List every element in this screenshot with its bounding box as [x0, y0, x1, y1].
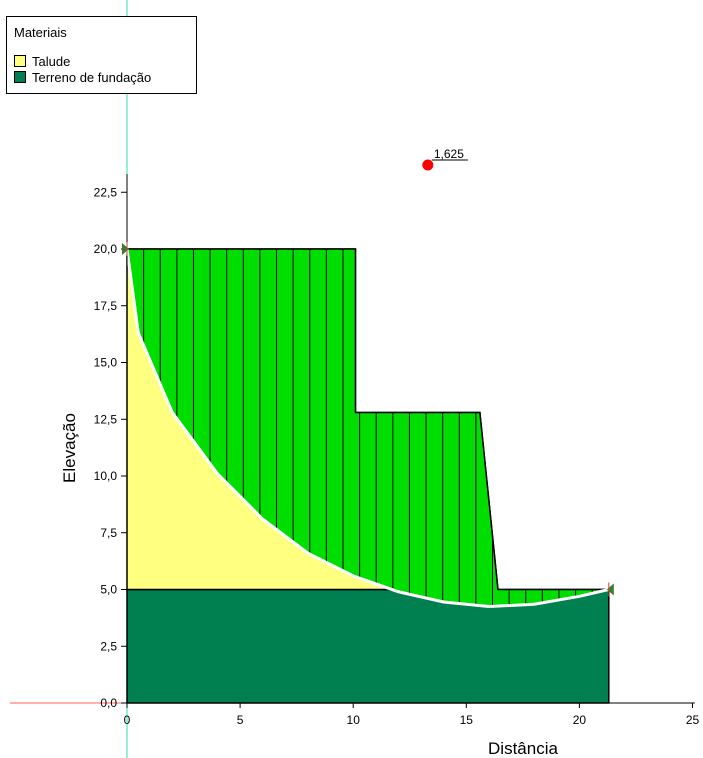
foundation-region: [126, 588, 610, 704]
y-tick-label: 2,5: [100, 639, 117, 653]
slip-points: 1,625: [122, 147, 614, 597]
y-tick-label: 7,5: [100, 526, 117, 540]
y-tick-label: 22,5: [94, 185, 118, 199]
y-tick-label: 20,0: [94, 242, 118, 256]
legend-item-talude: Talude: [14, 53, 70, 69]
legend-title: Materiais: [14, 25, 67, 40]
materials-legend: Materiais Talude Terreno de fundação: [6, 16, 197, 94]
x-tick-label: 10: [347, 713, 361, 727]
slip-surface-curve: [125, 248, 610, 609]
slip-mass-slices: [125, 248, 610, 609]
legend-item-foundation: Terreno de fundação: [14, 69, 151, 85]
y-tick-label: 10,0: [94, 469, 118, 483]
talude-swatch: [14, 55, 26, 67]
x-tick-label: 5: [237, 713, 244, 727]
y-tick-label: 0,0: [100, 696, 117, 710]
x-axis-title: Distância: [488, 739, 558, 758]
x-tick-label: 0: [124, 713, 131, 727]
y-tick-label: 5,0: [100, 583, 117, 597]
exit-marker: [606, 583, 614, 596]
legend-item-label: Terreno de fundação: [32, 69, 152, 85]
y-tick-label: 17,5: [94, 299, 118, 313]
safety-factor-label: 1,625: [434, 147, 464, 161]
y-tick-label: 12,5: [94, 412, 118, 426]
y-axis-title: Elevação: [60, 413, 79, 483]
axes: 0 5 10 15 20 25 0,0 2,5 5,0 7,5 10,0 12,5 15,0 17,5 20…: [10, 0, 699, 758]
y-tick-label: 15,0: [94, 356, 118, 370]
foundation-swatch: [14, 71, 26, 83]
x-tick-label: 15: [460, 713, 474, 727]
x-tick-label: 25: [686, 713, 700, 727]
critical-center-point: [422, 159, 434, 171]
x-tick-label: 20: [573, 713, 587, 727]
legend-item-label: Talude: [32, 53, 71, 69]
entry-marker: [122, 243, 129, 255]
